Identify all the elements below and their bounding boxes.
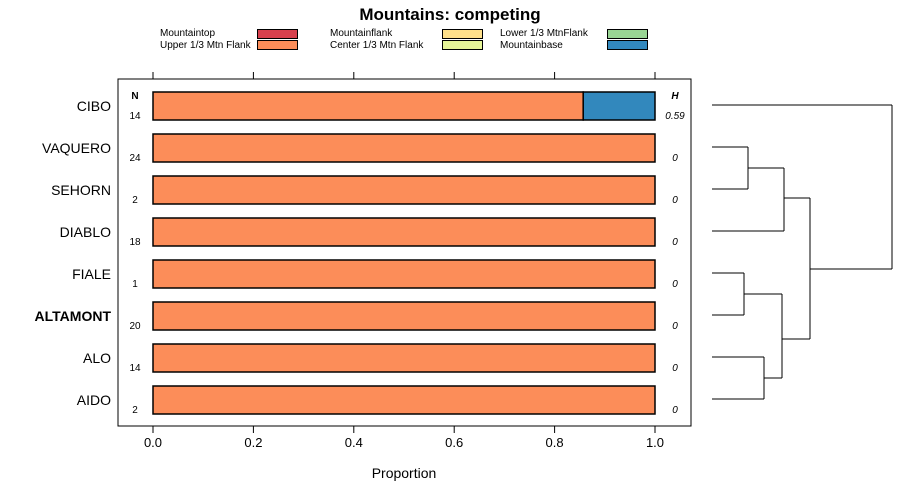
h-value-label: 0 [672,279,678,290]
bar-segment [152,91,584,121]
x-tick-label: 0.0 [144,435,162,450]
bar-segment [152,385,656,415]
legend-swatch-center-flank [442,40,483,50]
category-label: AIDO [77,392,111,408]
category-label: VAQUERO [42,140,111,156]
n-value-label: 2 [132,405,138,416]
h-value-label: 0.59 [665,111,685,122]
category-label: DIABLO [60,224,111,240]
bar-segment [582,91,656,121]
x-tick-label: 0.4 [345,435,363,450]
legend-swatch-mountaintop [257,29,298,39]
x-tick-label: 0.2 [244,435,262,450]
category-label: ALTAMONT [35,308,112,324]
n-value-label: 1 [132,279,138,290]
n-value-label: 14 [129,111,141,122]
n-value-label: 24 [129,153,141,164]
h-value-label: 0 [672,153,678,164]
plot-frame [117,78,692,427]
legend-label: Center 1/3 Mtn Flank [330,40,424,51]
bar-segment [152,133,656,163]
x-tick-label: 0.6 [445,435,463,450]
category-label: FIALE [72,266,111,282]
x-tick-label: 1.0 [646,435,664,450]
category-label: ALO [83,350,111,366]
legend-label: Lower 1/3 MtnFlank [500,28,588,39]
n-value-label: 18 [129,237,141,248]
h-value-label: 0 [672,363,678,374]
legend-swatch-upper-flank [257,40,298,50]
bar-segment [152,259,656,289]
legend-swatch-mountainbase [607,40,648,50]
legend-label: Upper 1/3 Mtn Flank [160,40,251,51]
legend-swatch-mountainflank [442,29,483,39]
bar-segment [152,217,656,247]
category-label: CIBO [77,98,111,114]
h-value-label: 0 [672,405,678,416]
legend-label: Mountainflank [330,28,393,39]
legend-label: Mountaintop [160,28,216,39]
bar-segment [152,343,656,373]
h-column-header: H [671,91,679,102]
chart-title: Mountains: competing [359,5,541,24]
n-value-label: 14 [129,363,141,374]
bar-segment [152,301,656,331]
x-tick-label: 0.8 [546,435,564,450]
h-value-label: 0 [672,237,678,248]
n-column-header: N [131,91,138,102]
x-axis-label: Proportion [372,465,437,481]
legend-label: Mountainbase [500,40,563,51]
h-value-label: 0 [672,321,678,332]
n-value-label: 20 [129,321,141,332]
legend-swatch-lower-flank [607,29,648,39]
n-value-label: 2 [132,195,138,206]
bar-segment [152,175,656,205]
category-label: SEHORN [51,182,111,198]
h-value-label: 0 [672,195,678,206]
